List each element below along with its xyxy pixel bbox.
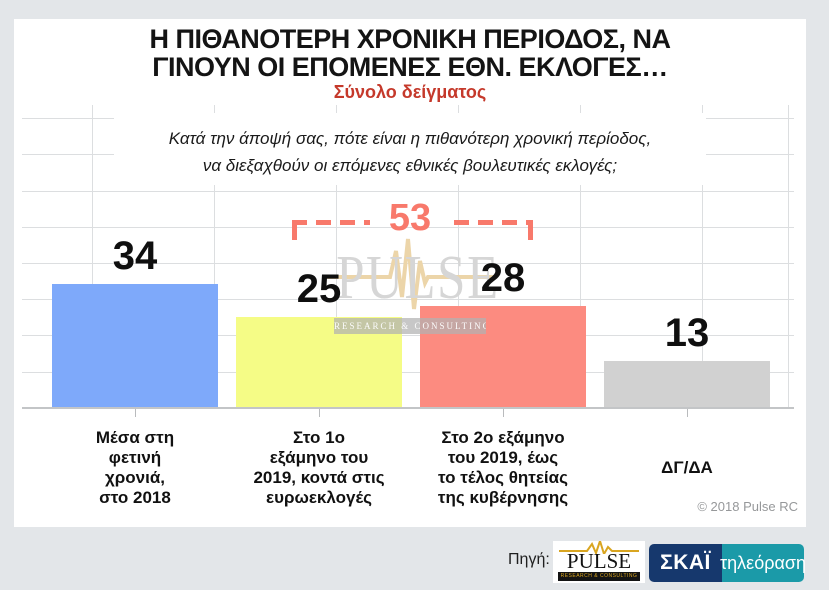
gridline-horizontal: [22, 191, 794, 192]
category-label-1st-half-2019: Στο 1ο εξάμηνο του 2019, κοντά στις ευρω…: [253, 428, 385, 507]
pulse-logo-text: PULSE: [565, 549, 633, 575]
bar-2018: [52, 284, 218, 408]
chart-subtitle: Σύνολο δείγματος: [333, 82, 487, 102]
gridline-horizontal: [22, 372, 794, 373]
gridline-horizontal: [22, 335, 794, 336]
bracket-left-corner: [292, 220, 297, 240]
gridline-vertical: [580, 105, 581, 408]
bar-value-label: 34: [112, 234, 158, 278]
axis-tick: [135, 409, 136, 417]
gridline-vertical: [458, 105, 459, 408]
gridline-vertical: [702, 105, 703, 408]
chart-title-line2: ΓΙΝΟΥΝ ΟΙ ΕΠΟΜΕΝΕΣ ΕΘΝ. ΕΚΛΟΓΕΣ…: [152, 52, 668, 82]
group-sum-annotation: 53: [388, 197, 432, 239]
pulse-logo-subtext: RESEARCH & CONSULTING: [558, 572, 640, 581]
bracket-dash-left: [292, 220, 370, 225]
category-label-2nd-half-2019: Στο 2ο εξάμηνο του 2019, έως το τέλος θη…: [437, 428, 569, 507]
skai-logo-suffix: τηλεόραση: [720, 544, 806, 582]
category-label-dk-na: ΔΓ/ΔΑ: [661, 458, 713, 477]
chart-title-line1: Η ΠΙΘΑΝΟΤΕΡΗ ΧΡΟΝΙΚΗ ΠΕΡΙΟΔΟΣ, ΝΑ: [149, 24, 671, 54]
bar-dk-na: [604, 361, 770, 408]
skai-tv-logo: ΣΚΑΪ τηλεόραση: [649, 544, 806, 582]
gridline-horizontal: [22, 227, 794, 228]
bar-value-label: 28: [480, 256, 526, 300]
source-label: Πηγή:: [508, 551, 550, 568]
chart-card: Η ΠΙΘΑΝΟΤΕΡΗ ΧΡΟΝΙΚΗ ΠΕΡΙΟΔΟΣ, ΝΑ ΓΙΝΟΥΝ…: [14, 19, 806, 527]
survey-question-text: Κατά την άποψή σας, πότε είναι η πιθανότ…: [114, 113, 706, 185]
copyright-text: © 2018 Pulse RC: [697, 499, 798, 514]
chart-title: Η ΠΙΘΑΝΟΤΕΡΗ ΧΡΟΝΙΚΗ ΠΕΡΙΟΔΟΣ, ΝΑ ΓΙΝΟΥΝ…: [14, 25, 806, 81]
gridline-vertical: [788, 105, 789, 408]
gridline-horizontal: [22, 299, 794, 300]
gridline-vertical: [92, 105, 93, 408]
axis-tick: [503, 409, 504, 417]
pulse-watermark-subtext: RESEARCH & CONSULTING: [334, 318, 486, 334]
gridline-vertical: [214, 105, 215, 408]
pulse-heartbeat-icon: [559, 541, 639, 554]
bracket-dash-right: [454, 220, 533, 225]
bracket-right-corner: [528, 220, 533, 240]
bar-value-label: 13: [664, 311, 710, 355]
gridline-horizontal: [22, 263, 794, 264]
category-label-2018: Μέσα στη φετινή χρονιά, στο 2018: [95, 428, 175, 507]
pulse-heartbeat-watermark-icon: [324, 238, 496, 310]
skai-logo-name: ΣΚΑΪ: [649, 544, 722, 582]
bar-value-label: 25: [296, 267, 342, 311]
gridline-vertical: [336, 105, 337, 408]
axis-tick: [319, 409, 320, 417]
pulse-watermark-text: PULSE: [336, 244, 500, 312]
x-axis-line: [22, 407, 794, 409]
pulse-rc-logo: PULSE RESEARCH & CONSULTING: [553, 541, 645, 583]
axis-tick: [687, 409, 688, 417]
